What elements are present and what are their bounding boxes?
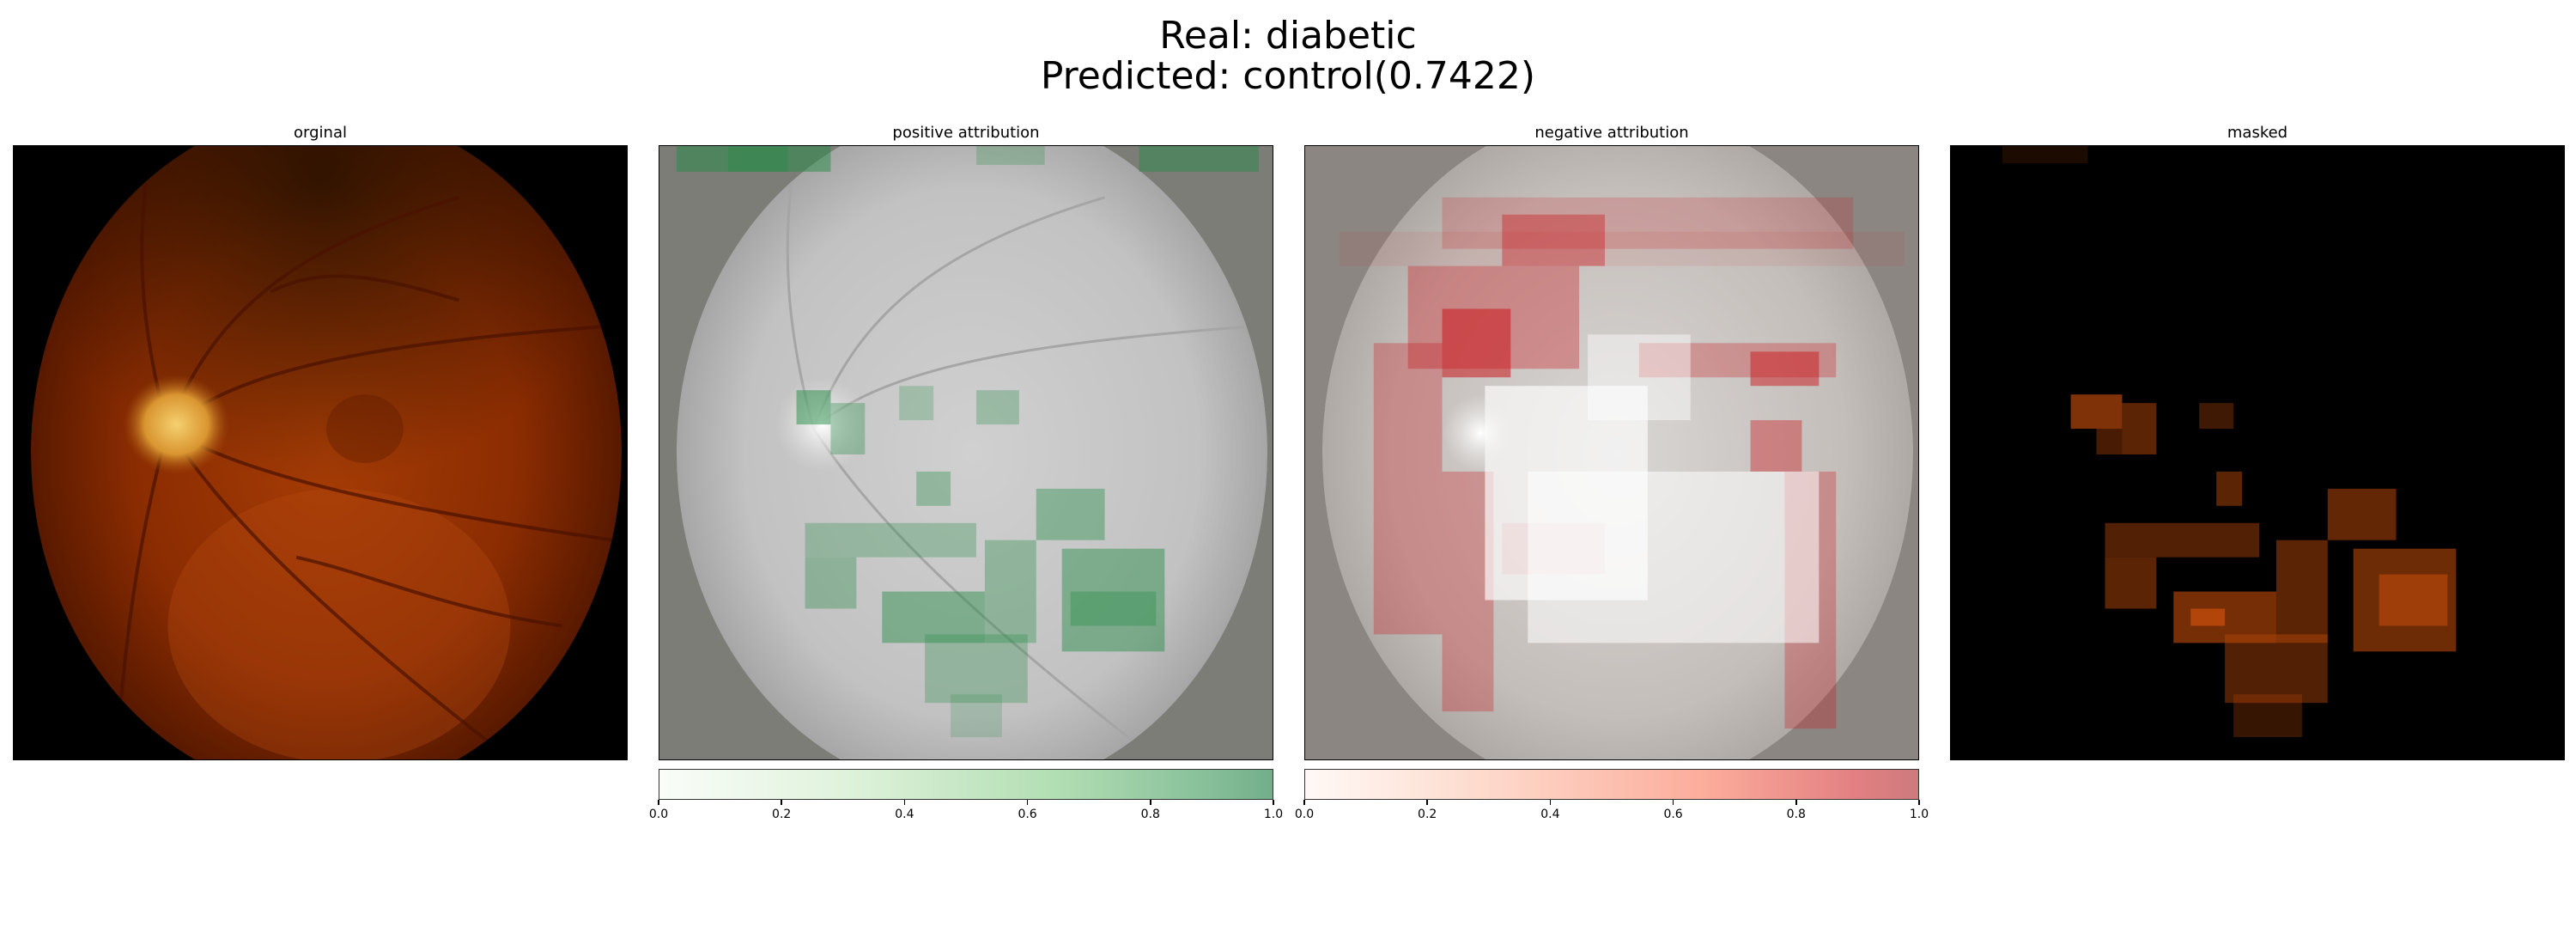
panel-title-masked: masked: [2227, 124, 2288, 142]
negative-colorbar-tick-label: 0.6: [1663, 808, 1683, 821]
original-fundus-image: [13, 145, 628, 760]
negative-attribution-map: [1304, 145, 1919, 760]
positive-colorbar-tick-mark: [903, 800, 906, 805]
negative-colorbar-tick-mark: [1918, 800, 1920, 805]
negative-colorbar-tick-label: 0.4: [1540, 808, 1560, 821]
negative-colorbar-tick-label: 0.2: [1418, 808, 1437, 821]
positive-colorbar-tick-mark: [1150, 800, 1151, 805]
positive-colorbar-tick-label: 1.0: [1263, 808, 1284, 821]
panel-title-original: orginal: [294, 124, 347, 142]
positive-colorbar-tick-label: 0.6: [1018, 808, 1037, 821]
positive-colorbar-tick-label: 0.2: [772, 808, 792, 821]
negative-colorbar: [1304, 769, 1919, 800]
positive-colorbar-tick-mark: [658, 800, 659, 805]
positive-colorbar-tick-mark: [1273, 800, 1274, 805]
negative-colorbar-tick-mark: [1549, 800, 1552, 805]
figure-title-predicted: Predicted: control(0.7422): [1040, 54, 1536, 98]
panel-title-positive: positive attribution: [892, 124, 1040, 142]
positive-attribution-map: [659, 145, 1273, 760]
negative-colorbar-tick-mark: [1795, 800, 1797, 805]
figure-title-real: Real: diabetic: [1159, 14, 1417, 58]
positive-colorbar-tick-label: 0.8: [1140, 808, 1160, 821]
positive-colorbar: [659, 769, 1273, 800]
negative-colorbar-tick-mark: [1426, 800, 1428, 805]
positive-colorbar-tick-label: 0.4: [895, 808, 914, 821]
positive-colorbar-tick-label: 0.0: [648, 808, 669, 821]
positive-colorbar-tick-mark: [781, 800, 782, 805]
negative-colorbar-tick-mark: [1672, 800, 1674, 805]
negative-colorbar-tick-mark: [1303, 800, 1305, 805]
masked-image: [1950, 145, 2565, 760]
negative-colorbar-tick-label: 1.0: [1909, 808, 1929, 821]
negative-colorbar-tick-label: 0.0: [1294, 808, 1315, 821]
panel-title-negative: negative attribution: [1534, 124, 1689, 142]
negative-colorbar-tick-label: 0.8: [1786, 808, 1806, 821]
positive-colorbar-tick-mark: [1026, 800, 1029, 805]
